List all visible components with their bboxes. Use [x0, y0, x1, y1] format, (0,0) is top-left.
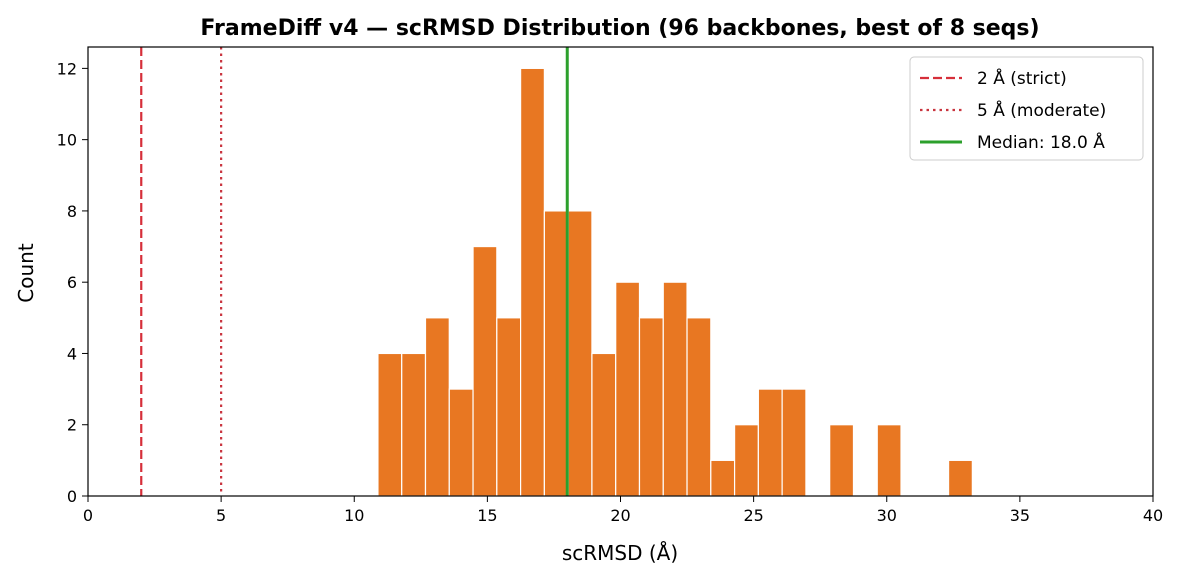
- histogram-bar: [781, 388, 807, 497]
- legend-entry: Median: 18.0 Å: [977, 131, 1105, 153]
- histogram-bar: [947, 459, 973, 497]
- legend: 2 Å (strict) 5 Å (moderate) Median: 18.0 Å: [909, 56, 1144, 161]
- x-tick-label: 35: [1010, 506, 1030, 525]
- histogram-bar: [615, 281, 641, 497]
- histogram-bar: [543, 210, 569, 497]
- histogram-bar: [424, 317, 450, 497]
- y-tick-label: 4: [67, 344, 77, 363]
- histogram-bar: [496, 317, 522, 497]
- y-tick-label: 8: [67, 202, 77, 221]
- y-tick-label: 12: [57, 59, 77, 78]
- y-tick-label: 6: [67, 273, 77, 292]
- histogram-bar: [710, 459, 736, 497]
- histogram-bar: [591, 352, 617, 497]
- x-tick-label: 0: [83, 506, 93, 525]
- y-tick-label: 10: [57, 131, 77, 150]
- histogram-bar: [567, 210, 593, 497]
- x-axis-label: scRMSD (Å): [562, 541, 678, 565]
- histogram-bar: [401, 352, 427, 497]
- x-tick-label: 10: [344, 506, 364, 525]
- y-tick-label: 2: [67, 416, 77, 435]
- x-tick-label: 30: [877, 506, 897, 525]
- y-tick-label: 0: [67, 487, 77, 506]
- legend-box: [909, 56, 1144, 161]
- histogram-bar: [686, 317, 712, 497]
- x-tick-label: 15: [477, 506, 497, 525]
- legend-entry: 2 Å (strict): [977, 67, 1067, 89]
- histogram-bar: [638, 317, 664, 497]
- histogram-bar: [876, 424, 902, 497]
- histogram-bar: [733, 424, 759, 497]
- chart-title: FrameDiff v4 — scRMSD Distribution (96 b…: [200, 16, 1039, 41]
- x-tick-label: 20: [610, 506, 630, 525]
- legend-entry: 5 Å (moderate): [977, 99, 1106, 121]
- histogram-bar: [757, 388, 783, 497]
- x-tick-label: 40: [1143, 506, 1163, 525]
- histogram-bar: [829, 424, 855, 497]
- histogram-bar: [520, 67, 545, 497]
- x-tick-label: 5: [216, 506, 226, 525]
- histogram-bar: [377, 352, 403, 497]
- histogram-bar: [472, 245, 498, 497]
- x-tick-label: 25: [743, 506, 763, 525]
- histogram-bar: [448, 388, 474, 497]
- histogram-bar: [662, 281, 688, 497]
- y-axis-label: Count: [14, 243, 38, 303]
